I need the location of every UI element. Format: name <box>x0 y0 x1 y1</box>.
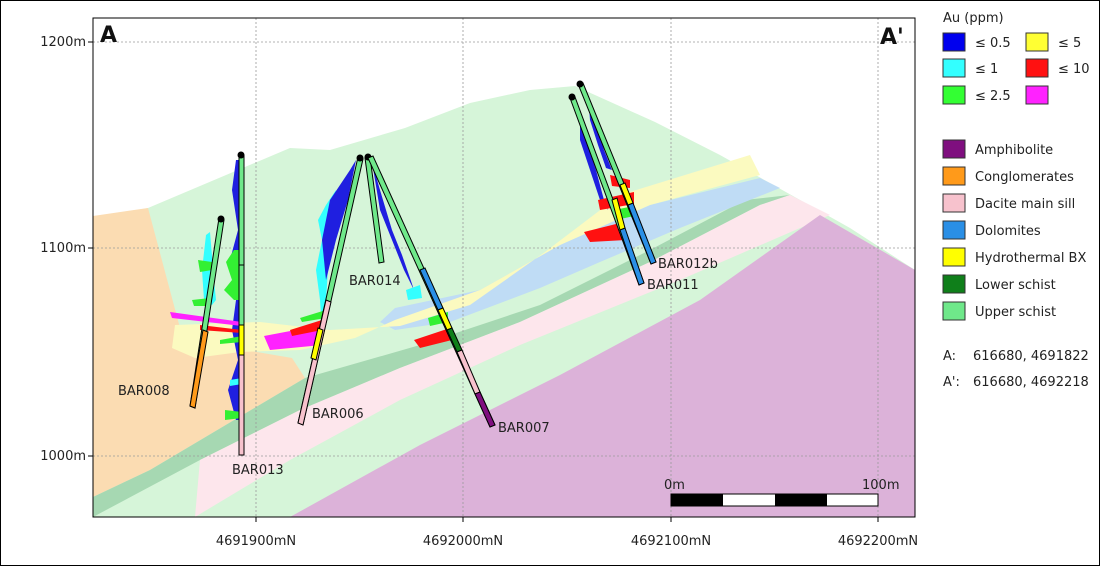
y-tick-label: 1200m <box>40 35 86 50</box>
au-legend-label: ≤ 2.5 <box>975 89 1011 104</box>
geology-units <box>93 18 915 517</box>
au-swatch-2 <box>942 58 966 78</box>
gridlines <box>93 18 915 517</box>
coordinate-label-a: A: <box>943 349 956 364</box>
plot-border <box>92 17 916 518</box>
section-end-label: A' <box>880 25 904 50</box>
au-swatch-5 <box>1025 85 1049 105</box>
drillhole-label-bar013: BAR013 <box>232 463 284 478</box>
section-start-label: A <box>100 23 117 48</box>
drillhole-traces <box>189 80 657 456</box>
amphibolite-unit <box>290 215 915 517</box>
drillhole-label-bar006: BAR006 <box>312 407 364 422</box>
lithology-swatch-lower-schist <box>942 274 966 294</box>
drillhole-bar011 <box>568 93 645 286</box>
drillhole-label-bar007: BAR007 <box>498 421 550 436</box>
lithology-label: Dolomites <box>975 224 1041 239</box>
section-coordinates: A: 616680, 4691822 A': 616680, 4692218 <box>943 349 1089 390</box>
lithology-swatch-upper-schist <box>942 301 966 321</box>
drillhole-bar006 <box>297 154 364 426</box>
lower-schist-unit <box>93 195 790 517</box>
drillhole-label-bar014: BAR014 <box>349 274 401 289</box>
coordinate-value-a-prime: 616680, 4692218 <box>973 375 1089 390</box>
lithology-label: Conglomerates <box>975 170 1074 185</box>
x-tick-label: 4692200mN <box>838 534 918 549</box>
lithology-label: Hydrothermal BX <box>975 251 1086 266</box>
drillhole-label-bar008: BAR008 <box>118 384 170 399</box>
drillhole-label-bar012b: BAR012b <box>658 257 718 272</box>
lithology-swatch-hydrothermal <box>942 247 966 267</box>
lithology-label: Dacite main sill <box>975 197 1075 212</box>
scale-bar-start-label: 0m <box>664 478 685 493</box>
au-legend-label: ≤ 5 <box>1058 36 1081 51</box>
coordinate-label-a-prime: A': <box>943 375 960 390</box>
drillhole-label-bar011: BAR011 <box>647 278 699 293</box>
y-tick-label: 1000m <box>40 449 86 464</box>
y-axis: 1200m 1100m 1000m <box>40 35 93 464</box>
au-legend-label: ≤ 10 <box>1058 62 1090 77</box>
bar006-assays <box>264 160 356 350</box>
lithology-label: Lower schist <box>975 278 1056 293</box>
coordinate-value-a: 616680, 4691822 <box>973 349 1089 364</box>
au-swatch-3 <box>1025 58 1049 78</box>
x-tick-label: 4691900mN <box>216 534 296 549</box>
au-legend-title: Au (ppm) <box>943 11 1004 26</box>
x-tick-label: 4692000mN <box>423 534 503 549</box>
drillhole-bar012b <box>576 80 657 265</box>
lithology-label: Upper schist <box>975 305 1056 320</box>
lithology-swatch-conglomerates <box>942 166 966 186</box>
drillhole-bar007 <box>367 155 496 428</box>
lithology-legend: Amphibolite Conglomerates Dacite main si… <box>942 139 1086 321</box>
x-axis: 4691900mN 4692000mN 4692100mN 4692200mN <box>216 517 918 549</box>
au-swatch-4 <box>942 85 966 105</box>
lithology-swatch-amphibolite <box>942 139 966 159</box>
au-swatch-1 <box>1025 32 1049 52</box>
x-tick-label: 4692100mN <box>631 534 711 549</box>
drillhole-bar008 <box>189 215 225 409</box>
au-swatch-0 <box>942 32 966 52</box>
scale-bar: 0m 100m <box>664 478 899 507</box>
au-legend: Au (ppm) ≤ 0.5 ≤ 5 ≤ 1 ≤ 10 ≤ 2.5 <box>942 11 1090 105</box>
lithology-swatch-dolomites <box>942 220 966 240</box>
au-legend-label: ≤ 0.5 <box>975 36 1011 51</box>
scale-bar-end-label: 100m <box>862 478 899 493</box>
lithology-label: Amphibolite <box>975 143 1053 158</box>
lithology-swatch-dacite <box>942 193 966 213</box>
y-tick-label: 1100m <box>40 241 86 256</box>
drillhole-bar013 <box>237 151 245 456</box>
drillhole-labels: BAR008 BAR013 BAR006 BAR014 BAR007 BAR01… <box>118 257 718 478</box>
au-legend-label: ≤ 1 <box>975 62 998 77</box>
